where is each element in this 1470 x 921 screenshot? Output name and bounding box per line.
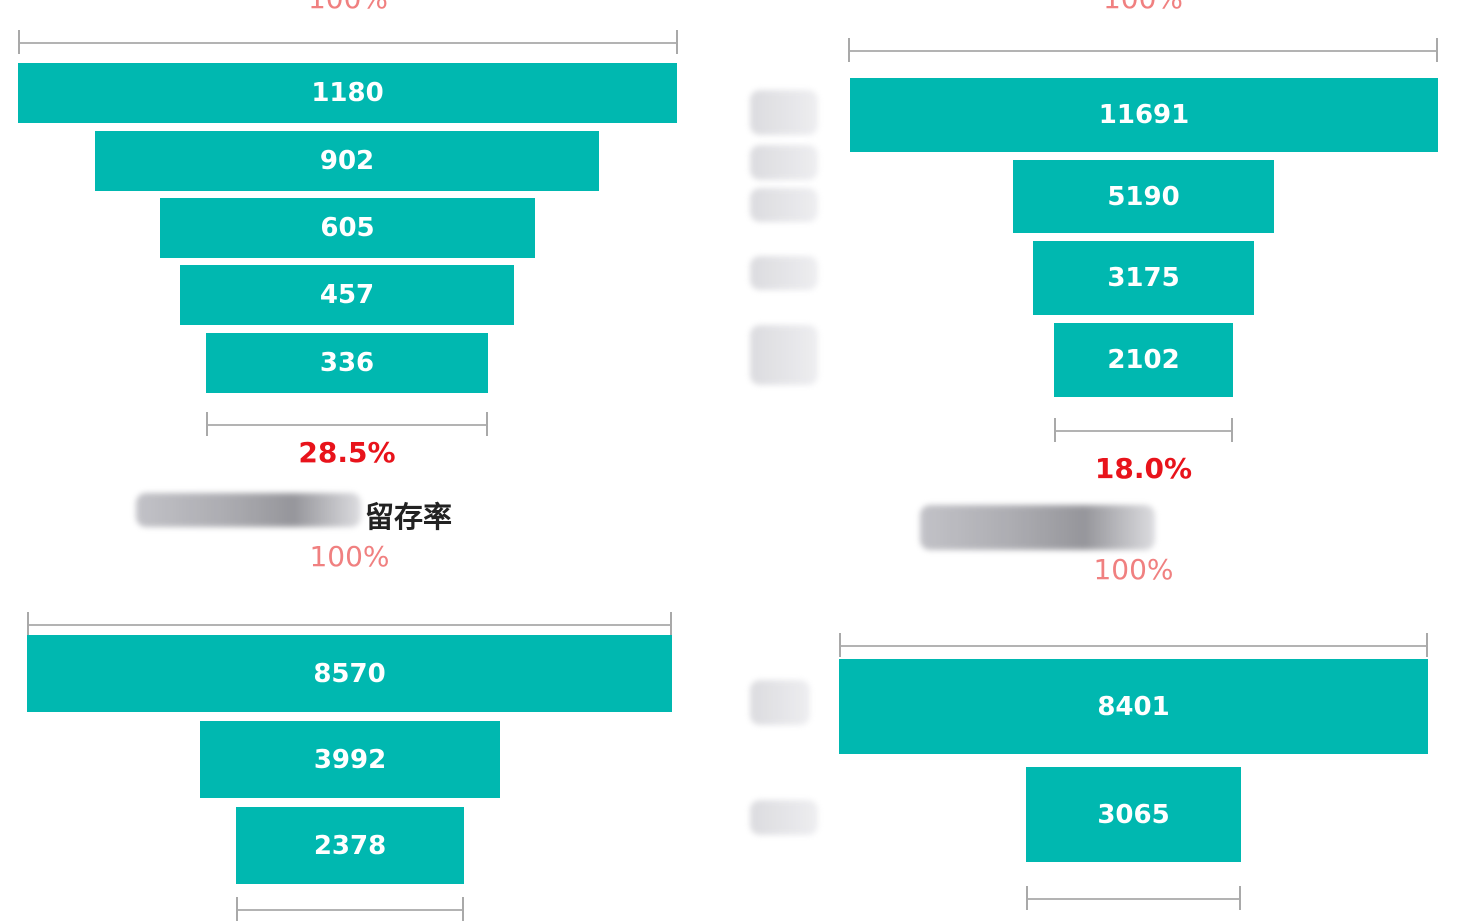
end-bracket: [236, 897, 464, 921]
funnel-bar: 457: [180, 265, 514, 325]
funnel-bar-label: 11691: [1098, 100, 1190, 130]
top-bracket: [18, 30, 678, 54]
funnel-bar: 902: [95, 131, 599, 191]
top-bracket: [839, 633, 1428, 657]
funnel-bar: 2102: [1054, 323, 1233, 397]
redacted-label-blur: [750, 256, 818, 290]
end-bracket: [1026, 886, 1241, 910]
funnel-bar: 8401: [839, 659, 1428, 754]
funnel-bar-label: 8570: [313, 658, 386, 689]
redacted-text-blur: [920, 505, 1155, 550]
end-bracket: [1054, 418, 1233, 442]
funnel-bar-label: 8401: [1097, 691, 1170, 722]
funnel-bar-label: 3992: [313, 744, 387, 775]
funnel-bar-label: 5190: [1107, 181, 1180, 212]
top-rate-label: 100%: [1093, 553, 1174, 586]
funnel-bar: 11691: [850, 78, 1438, 152]
funnel-bar: 3992: [200, 721, 500, 798]
redacted-label-blur: [750, 800, 818, 835]
funnel-bar-label: 336: [319, 348, 375, 378]
funnel-bar-label: 1180: [311, 78, 384, 108]
funnel-bar: 3065: [1026, 767, 1241, 862]
funnel-bar: 3175: [1033, 241, 1254, 315]
funnel-bar-label: 3065: [1097, 799, 1170, 830]
redacted-label-blur: [750, 325, 818, 385]
funnel-bar: 1180: [18, 63, 677, 123]
redacted-label-blur: [750, 188, 818, 222]
top-rate-label: 100%: [309, 540, 390, 573]
funnel-bar: 605: [160, 198, 535, 258]
funnel-bar-label: 3175: [1107, 263, 1180, 293]
funnel-bar-label: 2102: [1107, 345, 1180, 375]
redacted-label-blur: [750, 90, 818, 135]
top-bracket: [27, 612, 672, 636]
funnel-bar-label: 605: [320, 213, 375, 243]
chart-subtitle: 留存率: [365, 500, 453, 534]
funnel-bar-label: 902: [319, 146, 375, 176]
end-bracket: [206, 412, 488, 436]
redacted-label-blur: [750, 680, 810, 725]
end-rate-label: 28.5%: [298, 436, 396, 469]
funnel-bar: 336: [206, 333, 488, 393]
funnel-bar: 8570: [27, 635, 672, 712]
funnel-bar: 5190: [1013, 160, 1274, 233]
funnel-bar-label: 2378: [313, 830, 387, 861]
funnel-bar: 2378: [236, 807, 464, 884]
top-rate-label: 100%: [18, 0, 678, 15]
top-bracket: [848, 38, 1438, 62]
end-rate-label: 18.0%: [1094, 452, 1193, 485]
redacted-text-blur: [136, 493, 361, 527]
funnel-bar-label: 457: [319, 280, 375, 310]
top-rate-label: 100%: [848, 0, 1438, 15]
redacted-label-blur: [750, 145, 818, 180]
